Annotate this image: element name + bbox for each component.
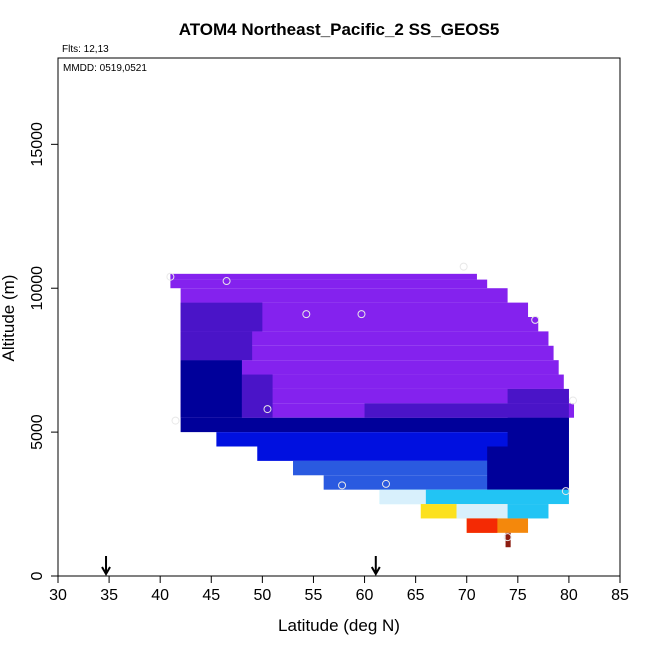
- heatmap-cell: [180, 302, 263, 332]
- chart-title: ATOM4 Northeast_Pacific_2 SS_GEOS5: [179, 20, 500, 39]
- heatmap-cell: [180, 288, 508, 303]
- observation-marker: [222, 277, 231, 286]
- heatmap-cell: [180, 388, 569, 404]
- heatmap-cell: [507, 388, 569, 404]
- observation-marker: [531, 315, 540, 324]
- x-axis: 30 35 40 45 50 55 60 65 70 75 80 85: [49, 576, 629, 604]
- heatmap-cell: [170, 273, 477, 280]
- heatmap-cells: [170, 273, 575, 548]
- heatmap-cell: [180, 374, 564, 389]
- heatmap-cell: [180, 360, 559, 375]
- x-tick-label: 70: [458, 587, 476, 604]
- x-tick-label: 65: [407, 587, 425, 604]
- observation-marker: [166, 272, 175, 281]
- heatmap-cell: [180, 360, 242, 418]
- observation-marker: [338, 481, 347, 490]
- y-tick-label: 5000: [29, 414, 46, 450]
- x-tick-label: 40: [151, 587, 169, 604]
- heatmap-cell: [505, 532, 511, 548]
- x-tick-label: 80: [560, 587, 578, 604]
- dates-label: MMDD: 0519,0521: [63, 63, 147, 74]
- y-axis: 0 5000 10000 15000: [29, 122, 58, 580]
- y-axis-label: Altitude (m): [0, 275, 18, 362]
- heatmap-cell: [466, 518, 498, 533]
- heatmap-cell: [487, 446, 569, 490]
- heatmap-cell: [507, 417, 569, 447]
- observation-marker: [382, 479, 391, 488]
- observation-marker: [357, 310, 366, 319]
- y-tick-label: 15000: [29, 122, 46, 167]
- heatmap-cell: [180, 345, 554, 361]
- heatmap-cell: [379, 489, 426, 505]
- heatmap-cell: [216, 432, 569, 447]
- observation-marker: [503, 533, 512, 542]
- x-tick-label: 30: [49, 587, 67, 604]
- flights-label: Flts: 12,13: [62, 44, 109, 55]
- heatmap-cell: [180, 331, 549, 346]
- plot-frame: [57, 57, 621, 577]
- y-tick-label: 10000: [29, 266, 46, 311]
- heatmap-cell: [180, 331, 253, 361]
- x-tick-label: 45: [202, 587, 220, 604]
- x-tick-label: 60: [356, 587, 374, 604]
- observation-marker: [568, 396, 577, 405]
- observation-marker: [302, 310, 311, 319]
- x-tick-label: 75: [509, 587, 527, 604]
- x-tick-label: 35: [100, 587, 118, 604]
- observation-markers: [166, 262, 577, 542]
- x-axis-label: Latitude (deg N): [278, 616, 400, 635]
- heatmap-cell: [507, 504, 549, 519]
- flight-arrow-mark: [101, 556, 111, 577]
- y-tick-label: 0: [29, 571, 46, 580]
- heatmap-cell: [180, 417, 569, 433]
- heatmap-cell: [180, 317, 539, 332]
- heatmap-cell: [170, 279, 488, 289]
- x-tick-label: 85: [611, 587, 629, 604]
- heatmap-cell: [379, 489, 569, 505]
- heatmap-cell: [364, 403, 569, 418]
- flight-arrow-mark: [370, 556, 381, 577]
- observation-marker: [459, 262, 468, 271]
- heatmap-cell: [241, 374, 273, 418]
- heatmap-cell: [180, 302, 529, 317]
- observation-marker: [263, 405, 272, 414]
- x-tick-label: 55: [305, 587, 323, 604]
- observation-marker: [561, 487, 570, 496]
- x-tick-label: 50: [253, 587, 271, 604]
- observation-marker: [171, 416, 180, 425]
- flight-arrows: [101, 556, 381, 577]
